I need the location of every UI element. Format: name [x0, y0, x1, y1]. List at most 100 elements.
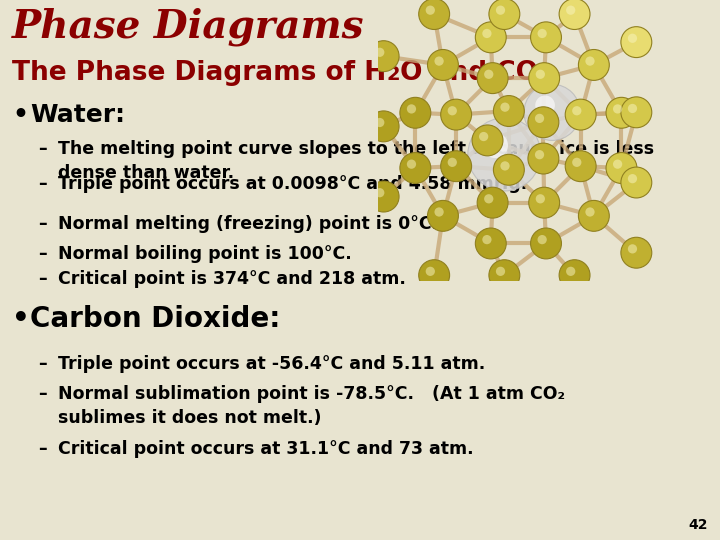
Text: Critical point occurs at 31.1°C and 73 atm.: Critical point occurs at 31.1°C and 73 a…: [58, 440, 474, 458]
Circle shape: [426, 267, 435, 276]
Circle shape: [628, 174, 637, 183]
Circle shape: [407, 159, 416, 169]
Circle shape: [536, 70, 545, 79]
Circle shape: [628, 104, 637, 113]
Circle shape: [528, 143, 559, 174]
Circle shape: [528, 187, 559, 218]
Circle shape: [566, 267, 575, 276]
Circle shape: [585, 57, 595, 66]
Circle shape: [496, 5, 505, 15]
Circle shape: [621, 97, 652, 128]
Circle shape: [434, 207, 444, 217]
Circle shape: [628, 33, 637, 43]
Circle shape: [368, 181, 399, 212]
Text: Normal sublimation point is -78.5°C.   (At 1 atm CO₂
sublimes it does not melt.): Normal sublimation point is -78.5°C. (At…: [58, 385, 565, 427]
Circle shape: [448, 106, 457, 116]
Circle shape: [559, 260, 590, 291]
Circle shape: [400, 97, 431, 128]
Text: Phase Diagrams: Phase Diagrams: [12, 8, 364, 46]
Circle shape: [484, 194, 493, 204]
Circle shape: [524, 84, 580, 140]
Circle shape: [375, 118, 384, 127]
Circle shape: [475, 228, 506, 259]
Text: •: •: [12, 305, 30, 333]
Text: –: –: [38, 355, 47, 373]
Circle shape: [368, 111, 399, 142]
Text: •: •: [12, 103, 28, 127]
Circle shape: [482, 29, 492, 38]
Circle shape: [496, 267, 505, 276]
Circle shape: [565, 151, 596, 181]
Circle shape: [448, 158, 457, 167]
Circle shape: [606, 153, 637, 184]
Circle shape: [535, 96, 555, 115]
Text: Triple point occurs at -56.4°C and 5.11 atm.: Triple point occurs at -56.4°C and 5.11 …: [58, 355, 485, 373]
Circle shape: [621, 167, 652, 198]
Text: –: –: [38, 140, 47, 158]
Circle shape: [578, 200, 609, 231]
Circle shape: [489, 260, 520, 291]
Circle shape: [477, 63, 508, 93]
Circle shape: [538, 235, 546, 244]
Circle shape: [578, 50, 609, 80]
Circle shape: [482, 235, 492, 244]
Text: Normal melting (freezing) point is 0°C.: Normal melting (freezing) point is 0°C.: [58, 215, 438, 233]
Circle shape: [528, 107, 559, 138]
Circle shape: [368, 40, 399, 72]
Circle shape: [535, 114, 544, 123]
Circle shape: [531, 22, 562, 53]
Text: Water:: Water:: [30, 103, 125, 127]
Circle shape: [621, 26, 652, 58]
Text: 2: 2: [386, 65, 400, 84]
Circle shape: [535, 150, 544, 159]
Text: –: –: [38, 215, 47, 233]
Circle shape: [375, 48, 384, 57]
Text: 42: 42: [688, 518, 708, 532]
Text: –: –: [38, 440, 47, 458]
Circle shape: [493, 154, 524, 185]
Circle shape: [628, 244, 637, 253]
Text: Critical point is 374°C and 218 atm.: Critical point is 374°C and 218 atm.: [58, 270, 406, 288]
Circle shape: [572, 158, 582, 167]
Circle shape: [613, 104, 622, 113]
Text: Triple point occurs at 0.0098°C and 4.58 mmHg.: Triple point occurs at 0.0098°C and 4.58…: [58, 175, 527, 193]
Text: –: –: [38, 175, 47, 193]
Circle shape: [482, 132, 508, 158]
Circle shape: [419, 260, 449, 291]
Circle shape: [428, 200, 459, 231]
Text: –: –: [38, 245, 47, 263]
Circle shape: [472, 125, 503, 156]
Text: –: –: [38, 385, 47, 403]
Text: 2: 2: [538, 65, 552, 84]
Circle shape: [493, 96, 524, 126]
Circle shape: [536, 194, 545, 204]
Circle shape: [479, 132, 488, 141]
Circle shape: [375, 188, 384, 197]
Circle shape: [475, 22, 506, 53]
Circle shape: [407, 104, 416, 113]
Text: –: –: [38, 270, 47, 288]
Text: The melting point curve slopes to the left because ice is less
dense than water.: The melting point curve slopes to the le…: [58, 140, 654, 181]
Text: Normal boiling point is 100°C.: Normal boiling point is 100°C.: [58, 245, 352, 263]
Circle shape: [500, 161, 510, 171]
Circle shape: [585, 207, 595, 217]
Circle shape: [606, 97, 637, 128]
Circle shape: [434, 57, 444, 66]
Circle shape: [484, 70, 493, 79]
Circle shape: [400, 153, 431, 184]
Circle shape: [528, 63, 559, 93]
Circle shape: [441, 151, 472, 181]
Circle shape: [500, 103, 510, 112]
Circle shape: [565, 99, 596, 130]
Circle shape: [538, 29, 546, 38]
Circle shape: [572, 106, 582, 116]
Circle shape: [621, 237, 652, 268]
Circle shape: [559, 0, 590, 30]
Text: Carbon Dioxide:: Carbon Dioxide:: [30, 305, 280, 333]
Circle shape: [489, 0, 520, 30]
Circle shape: [531, 228, 562, 259]
Circle shape: [426, 5, 435, 15]
Text: O and CO: O and CO: [400, 60, 538, 86]
Circle shape: [441, 99, 472, 130]
Circle shape: [468, 118, 541, 191]
